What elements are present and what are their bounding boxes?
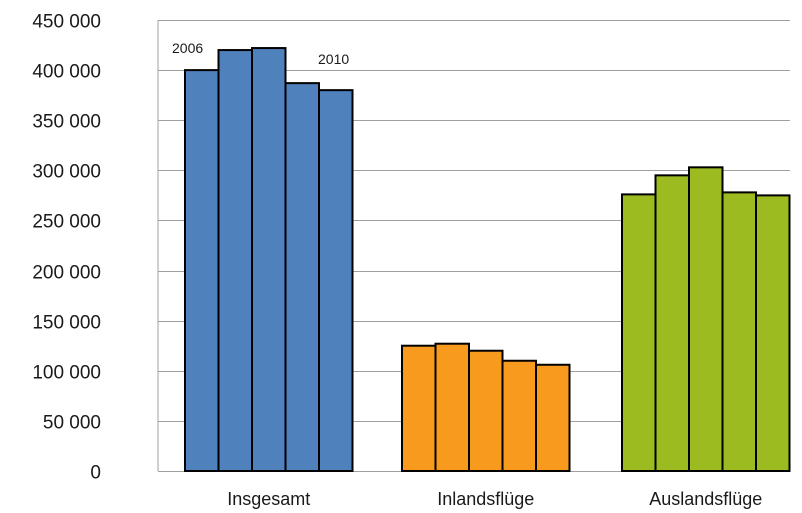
year-annotation: 2006 (172, 40, 203, 56)
category-label: Inlandsflüge (437, 489, 534, 509)
y-tick-label: 450 000 (32, 12, 101, 33)
bar (535, 363, 571, 472)
bar (501, 359, 537, 472)
bar (721, 191, 757, 472)
bars (184, 47, 791, 473)
category-label: Auslandsflüge (649, 489, 762, 509)
category-labels: Insgesamt Inlandsflüge Auslandsflüge (227, 489, 762, 509)
bar (688, 166, 724, 472)
y-tick-label: 400 000 (32, 62, 101, 83)
y-axis: 0 50 000 100 000 150 000 200 000 250 000 300 0… (32, 12, 101, 484)
y-tick-label: 50 000 (43, 413, 101, 434)
y-tick-label: 200 000 (32, 263, 101, 284)
bar (468, 349, 504, 473)
bar (755, 194, 791, 472)
bar (184, 69, 220, 472)
bar (284, 82, 320, 472)
y-tick-label: 0 (90, 463, 101, 484)
y-tick-label: 150 000 (32, 313, 101, 334)
y-tick-label: 350 000 (32, 112, 101, 133)
category-label: Insgesamt (227, 489, 310, 509)
bar (251, 47, 287, 472)
bar (217, 49, 253, 472)
annotations: 2006 2010 (172, 40, 349, 67)
bar (318, 89, 354, 473)
bar (621, 193, 657, 473)
y-tick-label: 100 000 (32, 363, 101, 384)
y-tick-label: 300 000 (32, 162, 101, 183)
year-annotation: 2010 (318, 51, 349, 67)
y-tick-label: 250 000 (32, 212, 101, 233)
bar (434, 342, 470, 472)
bar (401, 344, 437, 473)
bar (654, 174, 690, 472)
